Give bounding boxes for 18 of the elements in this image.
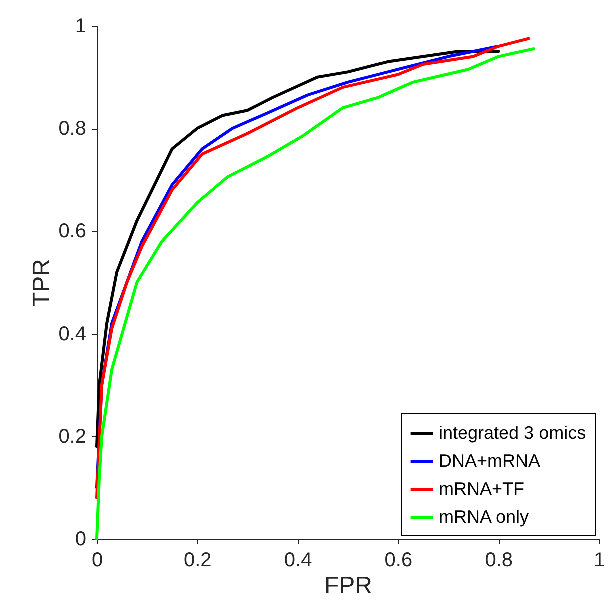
y-tick-label: 0.8 (58, 118, 86, 140)
y-tick-label: 0.2 (58, 426, 86, 448)
x-tick-label: 0.2 (184, 550, 212, 572)
y-tick-label: 0 (75, 528, 86, 550)
x-tick-label: 1 (594, 550, 606, 572)
y-tick-label: 0.6 (58, 220, 86, 243)
legend-label: mRNA+TF (439, 479, 525, 499)
x-tick-label: 0.4 (284, 550, 312, 572)
y-tick-label: 0.4 (58, 323, 86, 346)
y-axis-title: TPR (28, 259, 56, 307)
x-axis-title: FPR (324, 572, 372, 600)
x-tick-label: 0 (92, 550, 104, 572)
legend-label: DNA+mRNA (439, 451, 541, 471)
x-tick-label: 0.8 (485, 550, 514, 572)
legend-label: mRNA only (439, 507, 530, 527)
y-tick-label: 1 (75, 16, 86, 38)
legend-label: integrated 3 omics (439, 423, 586, 443)
x-tick-label: 0.6 (384, 550, 413, 572)
